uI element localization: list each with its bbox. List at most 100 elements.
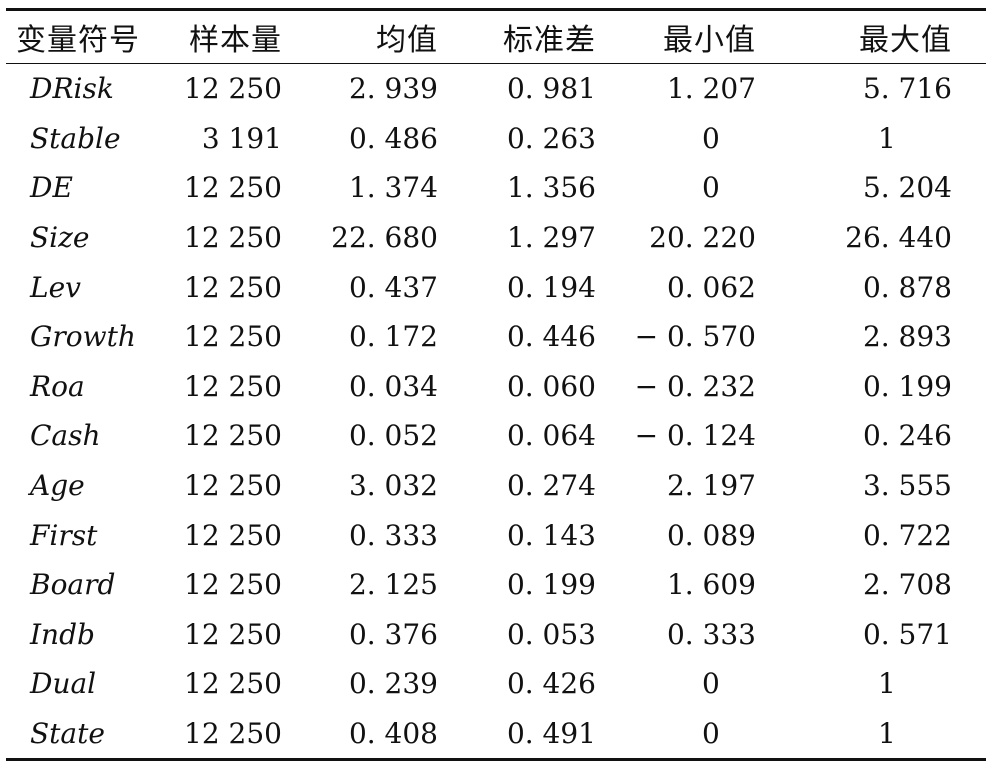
cell-std-dev: 0. 491 [446, 708, 616, 762]
header-mean: 均值 [286, 8, 446, 64]
cell-min: − 0. 570 [634, 320, 756, 354]
cell-sample-size: 12 250 [184, 221, 282, 255]
cell-variable: Age [30, 469, 85, 503]
cell-mean: 1. 374 [348, 171, 438, 205]
cell-max: 2. 708 [862, 568, 952, 602]
cell-std-dev: 0. 199 [506, 568, 596, 602]
header-min: 最小值 [616, 8, 786, 64]
cell-sample-size: 12 250 [184, 171, 282, 205]
cell-min: 0 [616, 708, 786, 762]
cell-std-dev: 0. 064 [506, 419, 596, 453]
cell-min: − 0. 124 [634, 419, 756, 453]
table-row: Cash 12 250 0. 052 0. 064 − 0. 124 0. 246 [6, 411, 986, 461]
cell-mean: 22. 680 [331, 221, 438, 255]
cell-std-dev: 0. 426 [506, 667, 596, 701]
cell-variable: Roa [30, 369, 85, 403]
cell-std-dev: 0. 194 [506, 270, 596, 304]
cell-variable: State [6, 708, 178, 762]
table-row: Roa 12 250 0. 034 0. 060 − 0. 232 0. 199 [6, 362, 986, 412]
cell-variable: Growth [30, 320, 136, 354]
cell-sample-size: 3 191 [201, 121, 282, 155]
cell-variable: DE [30, 171, 73, 205]
cell-min: 0. 062 [666, 270, 756, 304]
cell-std-dev: 0. 981 [506, 72, 596, 106]
table-header: 变量符号 样本量 均值 标准差 最小值 最大值 [6, 8, 986, 64]
cell-sample-size: 12 250 [184, 72, 282, 106]
cell-max: 0. 571 [862, 617, 952, 651]
cell-variable: Stable [30, 121, 121, 155]
cell-max: 1 [786, 708, 986, 762]
cell-max: 0. 199 [862, 369, 952, 403]
cell-mean: 0. 486 [348, 121, 438, 155]
header-row: 变量符号 样本量 均值 标准差 最小值 最大值 [6, 8, 986, 64]
table-row: Age 12 250 3. 032 0. 274 2. 197 3. 555 [6, 461, 986, 511]
cell-min: 0. 333 [666, 617, 756, 651]
cell-sample-size: 12 250 [184, 320, 282, 354]
cell-std-dev: 0. 446 [506, 320, 596, 354]
cell-variable: First [30, 518, 98, 552]
cell-max: 0. 878 [862, 270, 952, 304]
cell-mean: 0. 437 [348, 270, 438, 304]
cell-mean: 0. 333 [348, 518, 438, 552]
cell-mean: 0. 239 [348, 667, 438, 701]
cell-std-dev: 0. 060 [506, 369, 596, 403]
cell-mean: 2. 125 [348, 568, 438, 602]
cell-max: 1 [878, 121, 896, 155]
cell-max: 26. 440 [845, 221, 952, 255]
cell-std-dev: 0. 274 [506, 469, 596, 503]
cell-mean: 2. 939 [348, 72, 438, 106]
cell-min: 20. 220 [649, 221, 756, 255]
cell-mean: 0. 376 [348, 617, 438, 651]
cell-min: 0 [702, 171, 720, 205]
cell-min: 0 [702, 121, 720, 155]
cell-std-dev: 1. 297 [506, 221, 596, 255]
table-row: Lev 12 250 0. 437 0. 194 0. 062 0. 878 [6, 262, 986, 312]
cell-mean: 0. 052 [348, 419, 438, 453]
cell-min: 1. 609 [666, 568, 756, 602]
cell-min: 1. 207 [666, 72, 756, 106]
table-row: DRisk 12 250 2. 939 0. 981 1. 207 5. 716 [6, 64, 986, 114]
table-row: State 12 250 0. 408 0. 491 0 1 [6, 708, 986, 762]
cell-sample-size: 12 250 [184, 617, 282, 651]
cell-sample-size: 12 250 [184, 369, 282, 403]
cell-max: 2. 893 [862, 320, 952, 354]
cell-min: 0 [702, 667, 720, 701]
table-row: Indb 12 250 0. 376 0. 053 0. 333 0. 571 [6, 610, 986, 660]
descriptive-statistics-table-container: 变量符号 样本量 均值 标准差 最小值 最大值 DRisk 12 250 2. 93… [6, 8, 986, 762]
cell-variable: DRisk [30, 72, 114, 106]
cell-std-dev: 0. 263 [506, 121, 596, 155]
cell-max: 3. 555 [862, 469, 952, 503]
cell-variable: Dual [30, 667, 97, 701]
cell-sample-size: 12 250 [184, 270, 282, 304]
cell-sample-size: 12 250 [184, 469, 282, 503]
cell-sample-size: 12 250 [184, 419, 282, 453]
table-row: Board 12 250 2. 125 0. 199 1. 609 2. 708 [6, 560, 986, 610]
cell-std-dev: 0. 053 [506, 617, 596, 651]
cell-mean: 0. 034 [348, 369, 438, 403]
table-row: DE 12 250 1. 374 1. 356 0 5. 204 [6, 163, 986, 213]
header-variable-symbol: 变量符号 [6, 8, 178, 64]
cell-min: 0. 089 [666, 518, 756, 552]
cell-sample-size: 12 250 [178, 708, 286, 762]
cell-mean: 3. 032 [348, 469, 438, 503]
cell-mean: 0. 172 [348, 320, 438, 354]
cell-sample-size: 12 250 [184, 518, 282, 552]
cell-max: 0. 722 [862, 518, 952, 552]
cell-variable: Cash [30, 419, 101, 453]
table-row: Size 12 250 22. 680 1. 297 20. 220 26. 440 [6, 213, 986, 263]
cell-sample-size: 12 250 [184, 568, 282, 602]
cell-max: 5. 716 [862, 72, 952, 106]
table-row: First 12 250 0. 333 0. 143 0. 089 0. 722 [6, 510, 986, 560]
header-std-dev: 标准差 [446, 8, 616, 64]
header-sample-size: 样本量 [178, 8, 286, 64]
cell-min: 2. 197 [666, 469, 756, 503]
cell-variable: Board [30, 568, 116, 602]
table-row: Dual 12 250 0. 239 0. 426 0 1 [6, 659, 986, 709]
cell-max: 5. 204 [862, 171, 952, 205]
table-body: DRisk 12 250 2. 939 0. 981 1. 207 5. 716 Stabl… [6, 64, 986, 762]
cell-std-dev: 0. 143 [506, 518, 596, 552]
cell-mean: 0. 408 [286, 708, 446, 762]
cell-max: 0. 246 [862, 419, 952, 453]
header-max: 最大值 [786, 8, 986, 64]
cell-variable: Indb [30, 617, 95, 651]
